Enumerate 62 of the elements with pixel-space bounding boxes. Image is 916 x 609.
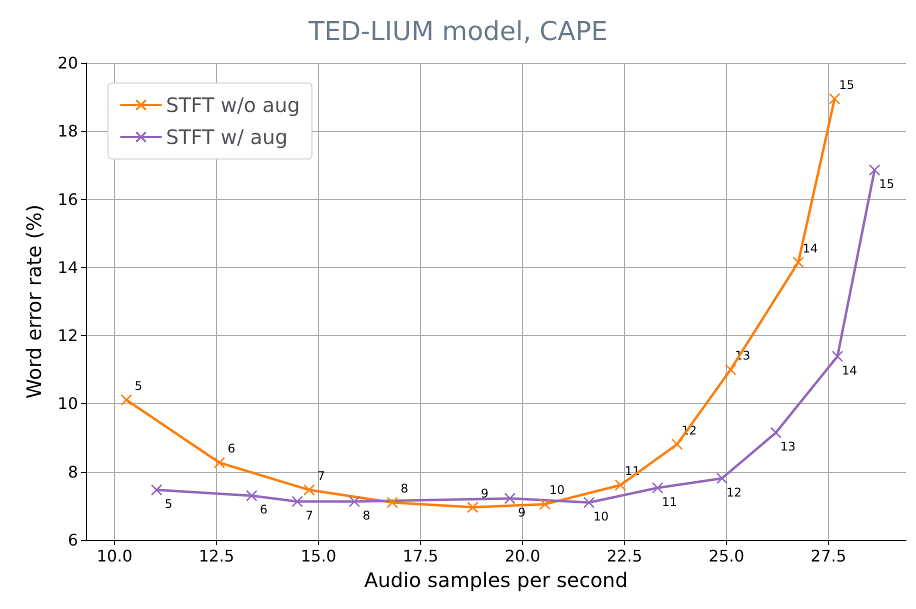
annotation: 10 [593, 510, 609, 524]
annotation: 8 [362, 508, 370, 522]
y-tick-label: 12 [58, 326, 78, 346]
x-tick-label: 17.5 [402, 546, 438, 566]
x-axis-title: Audio samples per second [364, 568, 628, 592]
annotation: 7 [306, 508, 314, 522]
y-tick-label: 14 [58, 258, 78, 277]
x-tick-label: 20.0 [504, 546, 540, 566]
annotation: 9 [480, 486, 489, 500]
point [539, 498, 551, 510]
y-tick-label: 16 [58, 190, 78, 209]
y-tick-label: 6 [68, 530, 78, 550]
annotation: 7 [317, 468, 325, 483]
point [246, 490, 258, 502]
annotation: 5 [134, 378, 142, 393]
point [303, 484, 315, 496]
point [652, 482, 664, 494]
annotation: 15 [838, 78, 854, 92]
y-tick-label: 20 [58, 54, 78, 72]
y-tick-label: 10 [58, 394, 78, 414]
legend-label: STFT w/ aug [166, 125, 288, 149]
point [724, 364, 736, 376]
chart-title: TED-LIUM model, CAPE [307, 17, 608, 47]
point [770, 426, 782, 438]
annotation: 6 [260, 502, 268, 517]
annotation: 10 [549, 483, 565, 498]
annotation: 9 [518, 505, 526, 520]
point [386, 496, 398, 508]
point [292, 496, 304, 508]
point [214, 456, 226, 468]
point [832, 350, 844, 362]
point [504, 492, 516, 504]
point [716, 472, 728, 484]
point [466, 502, 478, 514]
point [120, 394, 132, 406]
y-tick-label: 8 [68, 462, 78, 482]
x-tick-label: 22.5 [606, 546, 642, 566]
annotation: 5 [164, 496, 172, 511]
point [348, 496, 360, 508]
point [614, 479, 626, 491]
point [671, 438, 683, 450]
point [583, 496, 595, 508]
annotation: 15 [878, 176, 894, 191]
point [828, 93, 840, 105]
annotation: 8 [400, 482, 408, 496]
annotation: 13 [780, 440, 796, 454]
x-tick-label: 27.5 [810, 546, 846, 566]
y-tick-label: 18 [58, 122, 78, 141]
annotation: 14 [802, 241, 818, 256]
annotation: 14 [842, 363, 858, 378]
point [868, 164, 880, 176]
annotation: 11 [662, 494, 678, 509]
point [792, 256, 804, 268]
x-tick-label: 10.0 [96, 546, 132, 566]
y-axis-title: Word error rate (%) [22, 204, 46, 399]
x-tick-label: 12.5 [198, 546, 234, 566]
x-tick-label: 25.0 [708, 546, 744, 566]
annotation: 6 [228, 442, 236, 456]
x-tick-label: 15.0 [300, 546, 336, 566]
point [150, 484, 162, 496]
legend-label: STFT w/o aug [166, 93, 300, 117]
annotation: 12 [726, 485, 742, 500]
